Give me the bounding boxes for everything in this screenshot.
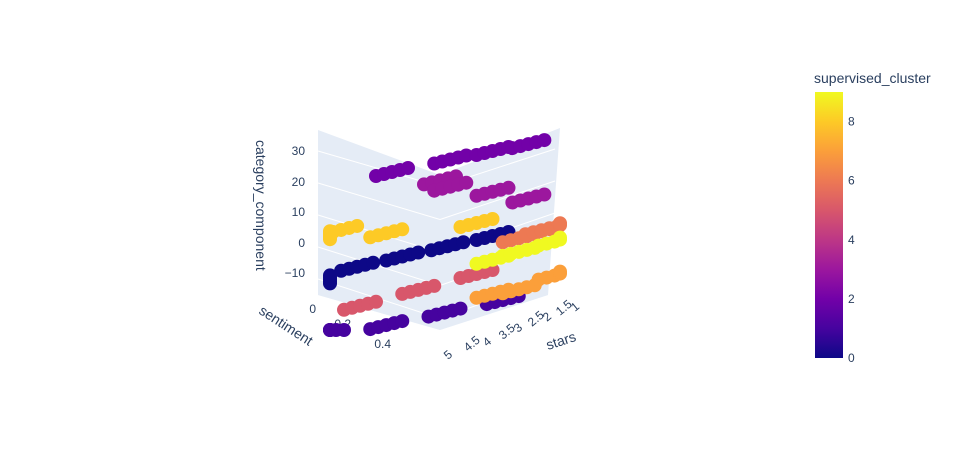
- data-point: [501, 180, 516, 195]
- colorbar-tick-label: 2: [848, 292, 855, 306]
- floor: [318, 270, 548, 330]
- data-point: [411, 245, 426, 260]
- x-tick-label: 5: [441, 347, 455, 362]
- data-point: [485, 212, 500, 226]
- z-tick-label: 20: [292, 175, 306, 189]
- data-point: [337, 323, 351, 337]
- x-tick-label: 4: [480, 334, 494, 349]
- data-point: [350, 218, 365, 233]
- z-tick-label: 10: [292, 205, 306, 219]
- colorbar-tick-label: 8: [848, 115, 855, 129]
- z-tick-labels: 30 20 10 0 −10: [285, 144, 306, 280]
- x-tick-label: 4.5: [461, 333, 483, 355]
- z-tick-label: −10: [285, 266, 306, 280]
- x-axis-title: stars: [544, 328, 578, 353]
- data-point: [323, 268, 337, 283]
- data-point: [427, 278, 442, 293]
- data-point: [459, 175, 474, 190]
- data-point: [537, 187, 552, 202]
- z-tick-label: 0: [298, 236, 305, 250]
- data-point: [395, 222, 410, 237]
- data-point: [553, 264, 567, 279]
- data-point: [553, 230, 567, 245]
- z-axis-title: category_component: [253, 140, 269, 271]
- data-point: [537, 133, 552, 148]
- data-point: [401, 161, 415, 175]
- gridline: [439, 180, 556, 220]
- z-tick-label: 30: [292, 144, 306, 158]
- gridline: [317, 182, 441, 220]
- data-point: [459, 148, 474, 163]
- data-point: [369, 294, 383, 309]
- colorbar-tick-label: 6: [848, 174, 855, 188]
- y-tick-label: 0.4: [374, 337, 391, 351]
- colorbar-tick-label: 0: [848, 351, 855, 365]
- colorbar-title: supervised_cluster: [814, 70, 931, 86]
- colorbar-ticks: 0 2 4 6 8: [848, 115, 855, 365]
- data-point: [395, 314, 410, 329]
- data-point: [553, 216, 567, 231]
- data-markers: [323, 133, 567, 337]
- colorbar: [815, 92, 843, 358]
- y-axis-title: sentiment: [256, 302, 316, 349]
- y-tick-label: 0: [309, 302, 316, 316]
- data-point: [453, 301, 468, 316]
- data-point: [456, 235, 471, 250]
- data-point: [366, 255, 381, 270]
- colorbar-tick-label: 4: [848, 233, 855, 247]
